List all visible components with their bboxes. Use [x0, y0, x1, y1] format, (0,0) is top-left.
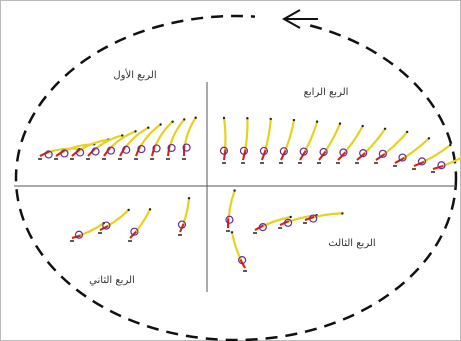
stroke-phase-part [134, 130, 136, 132]
stroke-phase-part [339, 122, 341, 124]
stroke-phase-part [406, 131, 408, 133]
stroke-phase-part [293, 119, 295, 121]
stroke-phase-part [233, 189, 235, 191]
stroke-phase-part [231, 231, 233, 233]
quadrant-label: الربع الرابع [304, 87, 349, 98]
stroke-phase-part [341, 212, 343, 214]
stroke-phase-part [159, 123, 161, 125]
stroke-phase-part [194, 117, 196, 119]
stroke-phase-part [171, 121, 173, 123]
stroke-phase-part [361, 125, 363, 127]
stroke-phase-part [428, 137, 430, 139]
quadrant-label: الربع الثاني [89, 275, 135, 286]
stroke-phase-part [188, 197, 190, 199]
frame [1, 1, 461, 341]
stroke-phase-part [384, 128, 386, 130]
stroke-phase-part [121, 134, 123, 136]
stroke-phase-part [127, 209, 129, 211]
stroke-phase-part [316, 120, 318, 122]
stroke-phase-part [183, 118, 185, 120]
stroke-phase-part [290, 216, 292, 218]
stroke-phase-part [147, 127, 149, 129]
stroke-phase-part [223, 117, 225, 119]
quadrant-label: الربع الأول [113, 68, 156, 81]
stroke-phase-part [270, 118, 272, 120]
stroke-phase-part [449, 144, 451, 146]
diagram: الربع الأول الربع الرابع الربع الثاني ال… [0, 0, 461, 341]
quadrant-label: الربع الثالث [328, 238, 375, 249]
stroke-phase-part [246, 117, 248, 119]
stroke-phase-part [149, 208, 151, 210]
